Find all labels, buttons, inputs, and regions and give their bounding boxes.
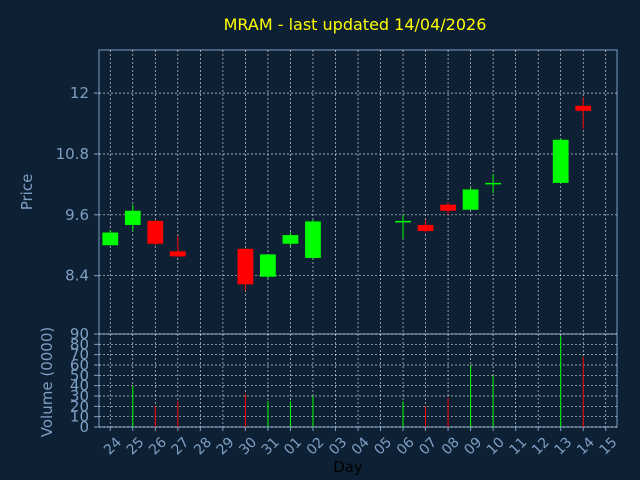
candle	[147, 219, 164, 246]
x-tick-label: 31	[259, 434, 283, 458]
volume-tick-label: 20	[70, 397, 89, 415]
x-tick-label: 15	[597, 434, 621, 458]
candles	[102, 97, 592, 291]
price-tick-label: 8.4	[65, 267, 89, 285]
x-tick-label: 06	[394, 434, 418, 458]
candle	[395, 214, 411, 239]
x-axis-label: Day	[333, 458, 363, 476]
candle-body	[417, 224, 434, 232]
x-tick-label: 14	[574, 434, 598, 458]
volume-tick-label: 10	[70, 408, 89, 426]
volume-tick-label: 80	[70, 335, 89, 353]
volume-grid	[99, 333, 617, 428]
x-tick-label: 28	[191, 434, 215, 458]
candle-body	[462, 189, 479, 210]
candle-body	[282, 235, 299, 244]
candle-body	[102, 232, 119, 246]
volume-tick-label: 30	[70, 387, 89, 405]
x-tick-label: 03	[326, 434, 350, 458]
x-tick-label: 05	[371, 434, 395, 458]
price-grid	[99, 50, 617, 334]
x-tick-label: 25	[124, 434, 148, 458]
candle	[124, 204, 141, 232]
x-tick-label: 27	[169, 434, 193, 458]
candle	[102, 230, 119, 246]
x-tick-label: 02	[304, 434, 328, 458]
candle-body	[305, 221, 321, 258]
x-tick-labels: 2425262728293031010203040506070809101112…	[101, 427, 620, 458]
x-tick-label: 09	[461, 434, 485, 458]
volume-axis-label: Volume (0000)	[38, 327, 56, 437]
chart-title: MRAM - last updated 14/04/2026	[224, 15, 487, 34]
candle-body	[395, 220, 411, 223]
candle	[237, 248, 254, 291]
x-tick-label: 01	[281, 434, 305, 458]
price-panel: 8.4 9.6 10.8 12 Price	[18, 49, 618, 335]
x-tick-label: 07	[416, 434, 440, 458]
candle	[575, 97, 592, 129]
candle	[282, 232, 299, 247]
volume-tick-label: 0	[79, 418, 89, 436]
x-tick-label: 04	[349, 434, 373, 458]
candle	[552, 138, 569, 183]
x-tick-label: 29	[214, 434, 238, 458]
x-tick-label: 11	[506, 434, 530, 458]
candle-body	[260, 254, 276, 277]
x-tick-label: 26	[146, 434, 170, 458]
price-tick-label: 10.8	[56, 145, 89, 163]
volume-tick-label: 70	[70, 346, 89, 364]
candle	[260, 254, 276, 279]
x-tick-label: 12	[529, 434, 553, 458]
x-tick-label: 10	[484, 434, 508, 458]
price-tick-label: 9.6	[65, 206, 89, 224]
candle-body	[575, 105, 592, 111]
candle-body	[147, 220, 164, 244]
candle	[417, 219, 434, 233]
price-tick-label: 12	[70, 84, 89, 102]
candle-body	[124, 210, 141, 225]
volume-tick-label: 40	[70, 377, 89, 395]
candle-body	[237, 248, 254, 285]
candle-body	[440, 204, 456, 211]
price-y-tick-labels: 8.4 9.6 10.8 12	[56, 84, 99, 285]
candle-body	[485, 182, 502, 185]
volume-tick-label: 50	[70, 366, 89, 384]
candle	[440, 202, 456, 215]
candle-body	[552, 139, 569, 183]
volume-bars	[132, 336, 584, 427]
x-tick-label: 13	[552, 434, 576, 458]
volume-tick-label: 60	[70, 356, 89, 374]
candle	[485, 174, 502, 194]
candle	[305, 219, 321, 259]
candle	[462, 187, 479, 210]
price-axis-label: Price	[18, 174, 36, 211]
volume-tick-label: 90	[70, 325, 89, 343]
x-tick-label: 30	[236, 434, 260, 458]
candle-body	[169, 251, 186, 257]
x-tick-label: 24	[101, 434, 125, 458]
candle	[169, 236, 186, 257]
x-tick-label: 08	[439, 434, 463, 458]
